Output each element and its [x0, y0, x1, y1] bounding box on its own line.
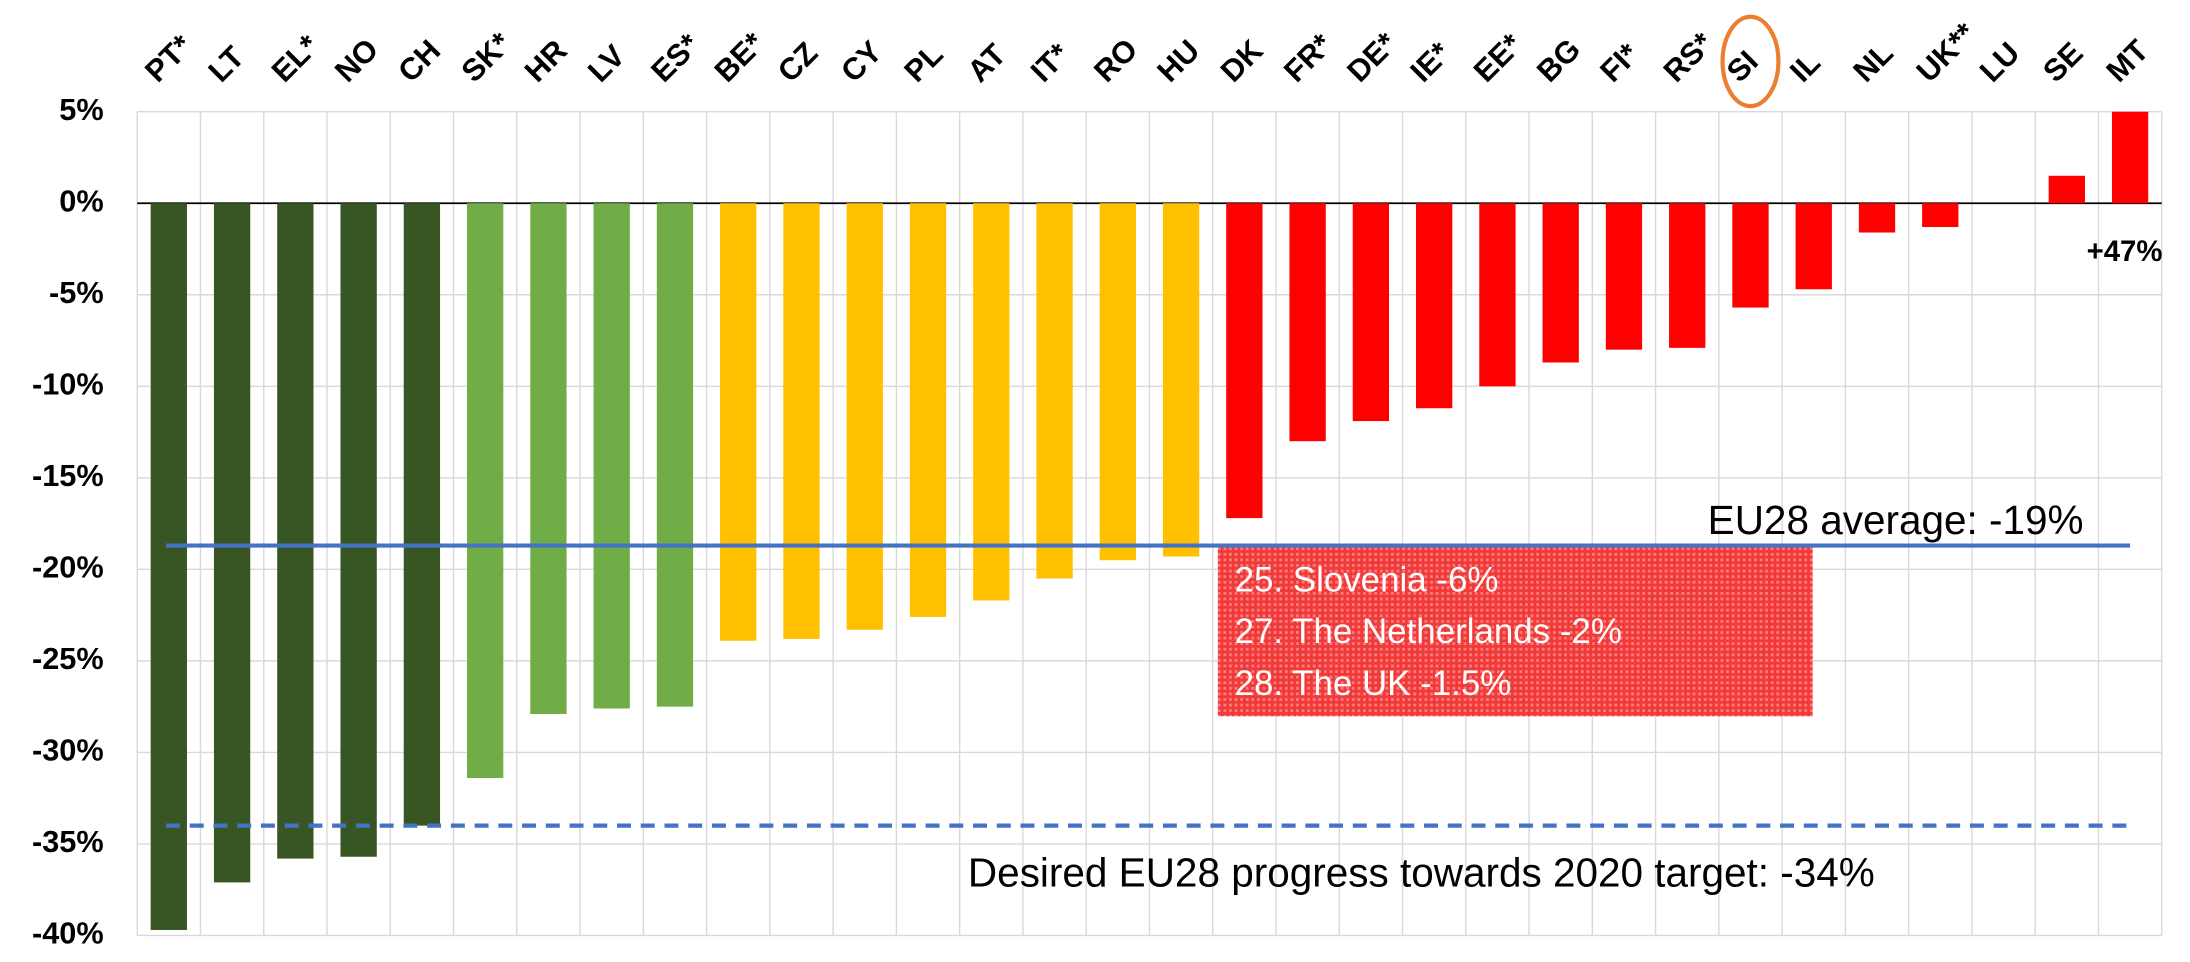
note-text: 28. The UK -1.5%: [1235, 664, 1512, 703]
x-tick-label: IE*: [1403, 35, 1457, 89]
y-tick-label: -35%: [32, 824, 104, 859]
y-tick-label: -30%: [32, 733, 104, 768]
x-tick-label: RO: [1087, 32, 1144, 89]
y-tick-label: -15%: [32, 458, 104, 493]
x-tick-label: MT: [2099, 33, 2155, 89]
bar: [1795, 203, 1832, 290]
bar: [150, 203, 187, 930]
x-tick-label: NO: [328, 32, 385, 89]
bar: [467, 203, 504, 779]
x-tick-label: CH: [391, 33, 447, 89]
x-tick-label: BE*: [707, 25, 770, 88]
x-tick-label: FI*: [1593, 36, 1646, 89]
x-tick-label: AT: [960, 37, 1012, 89]
x-tick-label: FR*: [1277, 27, 1339, 89]
y-tick-label: -5%: [49, 275, 104, 310]
bar: [656, 203, 694, 707]
y-tick-label: -20%: [32, 549, 104, 584]
x-tick-label: BG: [1530, 32, 1587, 89]
bar: [909, 203, 947, 617]
bar: [403, 203, 441, 826]
bar: [1669, 203, 1706, 348]
bar: [720, 203, 757, 641]
x-tick-label: RS*: [1656, 25, 1719, 88]
x-tick-label: DE*: [1340, 25, 1403, 88]
bar: [530, 203, 567, 714]
x-tick-label: NL: [1846, 35, 1900, 89]
x-tick-label: LT: [201, 39, 251, 89]
x-tick-label: HU: [1150, 33, 1206, 89]
y-tick-label: -10%: [32, 366, 104, 401]
x-tick-label: CZ: [771, 35, 825, 89]
bar: [213, 203, 251, 883]
x-tick-label: LU: [1973, 35, 2027, 89]
bar: [593, 203, 630, 709]
bar: [973, 203, 1010, 601]
y-tick-label: -40%: [32, 916, 104, 951]
x-tick-label: IL: [1783, 45, 1827, 89]
bar: [2111, 111, 2149, 204]
x-tick-label: PL: [897, 36, 949, 88]
highlight-circle: [1720, 14, 1781, 109]
bar: [1226, 203, 1263, 519]
bar: [1732, 203, 1769, 308]
y-tick-label: 5%: [59, 92, 103, 127]
x-tick-label: SE: [2036, 35, 2090, 89]
x-tick-label: LV: [581, 38, 632, 89]
bar: [1036, 203, 1073, 579]
x-tick-label: SK*: [454, 25, 517, 88]
bar: [1479, 203, 1516, 387]
bar: [340, 203, 377, 857]
reference-label: EU28 average: -19%: [1708, 497, 2084, 543]
bar: [783, 203, 820, 639]
bar: [846, 203, 883, 630]
bar: [1416, 203, 1453, 409]
note-text: 25. Slovenia -6%: [1235, 560, 1499, 599]
reference-label: Desired EU28 progress towards 2020 targe…: [968, 850, 1875, 896]
bar: [1605, 203, 1643, 350]
x-tick-label: ES*: [644, 27, 706, 89]
bar: [277, 203, 314, 859]
bar: [2048, 175, 2085, 204]
bar: [1162, 203, 1200, 557]
note-box: [1217, 545, 1813, 717]
y-tick-label: 0%: [59, 183, 103, 218]
x-tick-label: PT*: [138, 28, 199, 89]
data-label: +47%: [2087, 235, 2163, 268]
x-tick-label: IT*: [1024, 36, 1077, 89]
y-tick-label: -25%: [32, 641, 104, 676]
bar: [1352, 203, 1390, 422]
bar: [1542, 203, 1579, 363]
x-tick-label: HR: [518, 33, 574, 89]
x-tick-label: DK: [1214, 33, 1270, 89]
x-tick-label: EE*: [1467, 27, 1529, 89]
bar: [1922, 203, 1959, 228]
bar: [1858, 203, 1896, 233]
x-tick-label: CY: [834, 34, 889, 89]
x-tick-label: UK**: [1909, 16, 1982, 89]
x-tick-label: EL*: [265, 28, 326, 89]
bar: [1099, 203, 1136, 561]
note-text: 27. The Netherlands -2%: [1235, 612, 1622, 651]
bar: [1289, 203, 1326, 442]
